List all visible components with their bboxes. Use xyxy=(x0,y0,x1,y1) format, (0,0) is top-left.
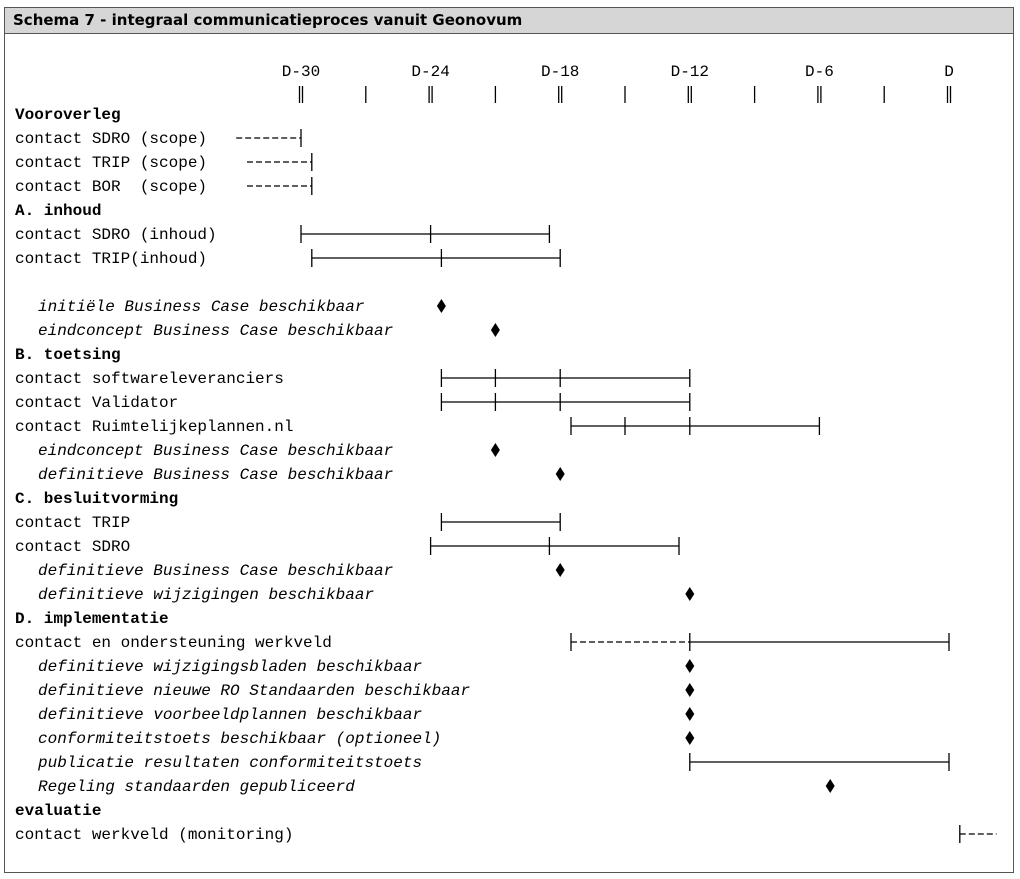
row-label: definitieve wijzigingen beschikbaar xyxy=(38,586,374,604)
section-heading: Vooroverleg xyxy=(15,106,121,124)
milestone-diamond xyxy=(685,731,695,745)
row-label: definitieve Business Case beschikbaar xyxy=(38,466,393,484)
row-label: definitieve Business Case beschikbaar xyxy=(38,562,393,580)
milestone-diamond xyxy=(490,323,500,337)
timeline-label: D xyxy=(944,63,954,81)
row-label: contact softwareleveranciers xyxy=(15,370,284,388)
row-label: Regeling standaarden gepubliceerd xyxy=(38,778,355,796)
row-label: contact BOR (scope) xyxy=(15,178,207,196)
row-label: definitieve voorbeeldplannen beschikbaar xyxy=(38,706,422,724)
section-heading: evaluatie xyxy=(15,802,101,820)
section-heading: A. inhoud xyxy=(15,202,101,220)
timeline-label: D-30 xyxy=(282,63,320,81)
row-label: contact SDRO xyxy=(15,538,130,556)
row-label: definitieve nieuwe RO Standaarden beschi… xyxy=(38,682,470,700)
row-label: contact werkveld (monitoring) xyxy=(15,826,293,844)
schema-title: Schema 7 - integraal communicatieproces … xyxy=(5,8,1013,34)
timeline-label: D-12 xyxy=(671,63,709,81)
section-heading: C. besluitvorming xyxy=(15,490,178,508)
row-label: publicatie resultaten conformiteitstoets xyxy=(37,754,422,772)
milestone-diamond xyxy=(436,299,446,313)
milestone-diamond xyxy=(685,659,695,673)
timeline-label: D-6 xyxy=(805,63,834,81)
milestone-diamond xyxy=(685,683,695,697)
row-label: contact en ondersteuning werkveld xyxy=(15,634,332,652)
row-label: contact SDRO (scope) xyxy=(15,130,207,148)
row-label: eindconcept Business Case beschikbaar xyxy=(38,322,393,340)
row-label: contact Ruimtelijkeplannen.nl xyxy=(15,418,293,436)
milestone-diamond xyxy=(685,707,695,721)
row-label: contact TRIP (scope) xyxy=(15,154,207,172)
schema-frame: Schema 7 - integraal communicatieproces … xyxy=(4,7,1014,873)
row-label: contact TRIP xyxy=(15,514,130,532)
row-label: contact SDRO (inhoud) xyxy=(15,226,217,244)
milestone-diamond xyxy=(555,563,565,577)
row-label: initiële Business Case beschikbaar xyxy=(38,298,364,316)
milestone-diamond xyxy=(825,779,835,793)
row-label: contact Validator xyxy=(15,394,178,412)
milestone-diamond xyxy=(490,443,500,457)
section-heading: B. toetsing xyxy=(15,346,121,364)
row-label: contact TRIP(inhoud) xyxy=(15,250,207,268)
milestone-diamond xyxy=(685,587,695,601)
row-label: conformiteitstoets beschikbaar (optionee… xyxy=(38,730,441,748)
section-heading: D. implementatie xyxy=(15,610,169,628)
row-label: eindconcept Business Case beschikbaar xyxy=(38,442,393,460)
timeline-label: D-18 xyxy=(541,63,579,81)
row-label: definitieve wijzigingsbladen beschikbaar xyxy=(38,658,422,676)
milestone-diamond xyxy=(555,467,565,481)
timeline-label: D-24 xyxy=(411,63,449,81)
